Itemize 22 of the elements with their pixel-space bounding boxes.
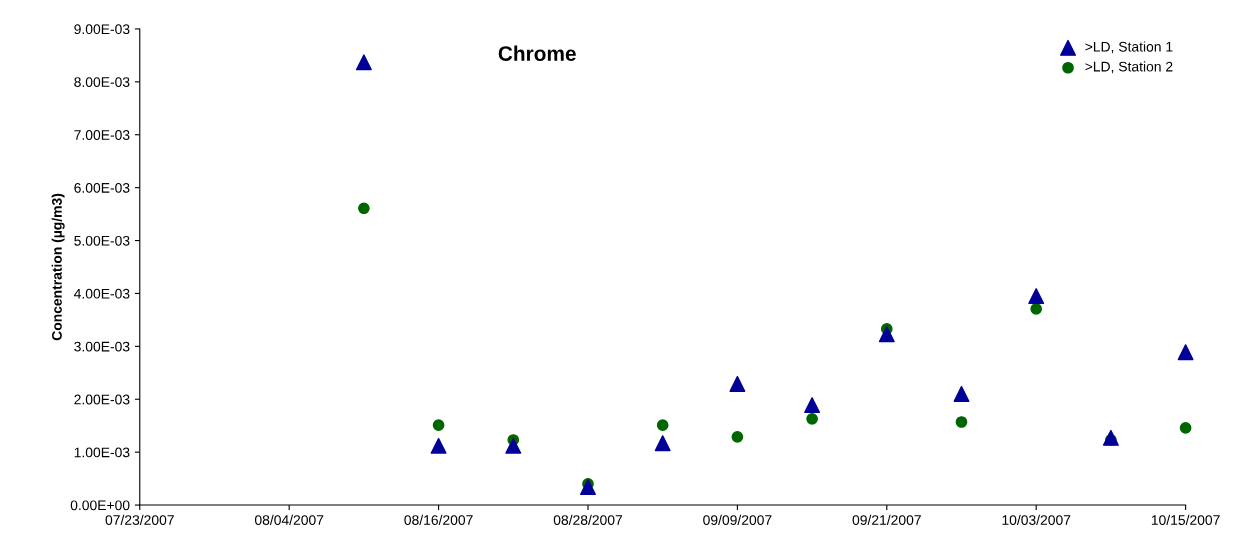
x-tick-label: 07/23/2007 bbox=[105, 514, 174, 525]
y-tick-label: 2.00E-03 bbox=[74, 394, 130, 405]
y-tick-label: 9.00E-03 bbox=[74, 24, 130, 35]
y-axis-title: Concentration (µg/m3) bbox=[51, 193, 65, 341]
legend-label: >LD, Station 1 bbox=[1085, 41, 1173, 54]
x-tick-label: 08/28/2007 bbox=[553, 514, 623, 525]
y-tick-label: 5.00E-03 bbox=[74, 235, 130, 246]
legend-label: >LD, Station 2 bbox=[1085, 61, 1173, 74]
y-tick-label: 8.00E-03 bbox=[74, 77, 130, 88]
y-tick-label: 7.00E-03 bbox=[74, 130, 130, 140]
y-tick-label: 4.00E-03 bbox=[74, 288, 130, 299]
x-tick-label: 08/16/2007 bbox=[404, 514, 473, 525]
x-tick-label: 09/21/2007 bbox=[852, 514, 921, 525]
text: Chrome bbox=[498, 45, 576, 61]
y-tick-label: 0.00E+00 bbox=[70, 500, 130, 511]
x-tick-label: 10/15/2007 bbox=[1151, 514, 1220, 525]
y-tick-label: 6.00E-03 bbox=[74, 182, 130, 193]
x-tick-label: 08/04/2007 bbox=[254, 514, 324, 525]
x-tick-label: 09/09/2007 bbox=[703, 514, 772, 525]
y-tick-label: 1.00E-03 bbox=[74, 447, 130, 458]
x-tick-label: 10/03/2007 bbox=[1002, 514, 1071, 525]
y-tick-label: 3.00E-03 bbox=[74, 341, 130, 352]
